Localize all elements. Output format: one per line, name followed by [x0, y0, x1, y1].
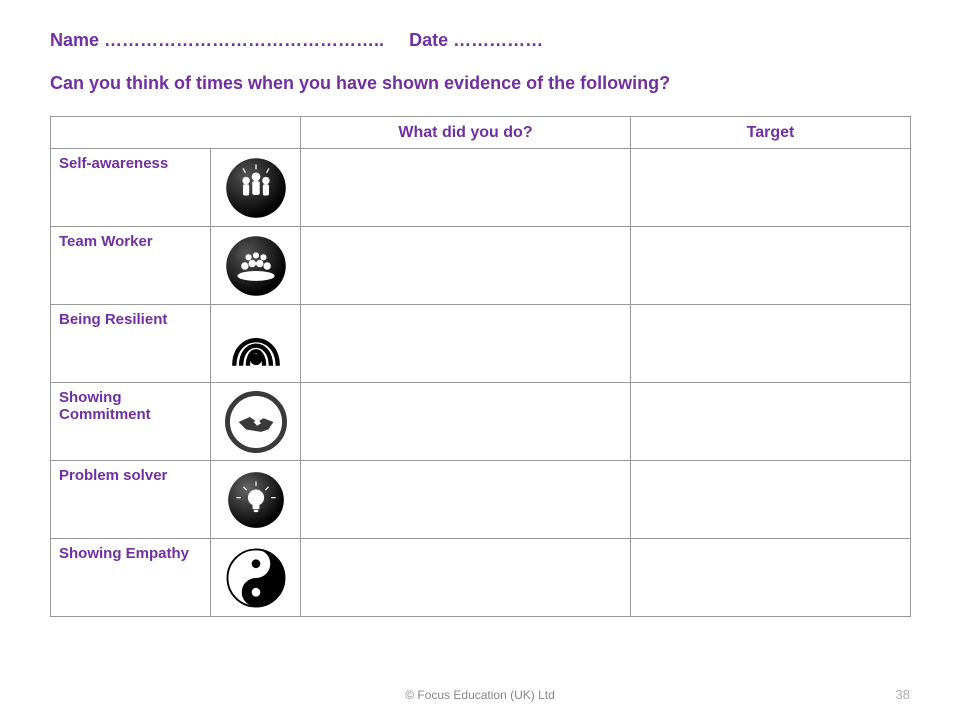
target-cell: [631, 383, 911, 461]
target-cell: [631, 227, 911, 305]
row-label: Self-awareness: [51, 149, 211, 227]
footer-copyright: © Focus Education (UK) Ltd: [0, 688, 960, 702]
question-text: Can you think of times when you have sho…: [50, 73, 910, 94]
row-label: Showing Commitment: [51, 383, 211, 461]
icon-cell: [211, 461, 301, 539]
target-cell: [631, 149, 911, 227]
lightbulb-icon: [215, 471, 296, 529]
did-cell: [301, 305, 631, 383]
name-dots: ………………………………………..: [104, 30, 384, 50]
header-did: What did you do?: [301, 117, 631, 149]
page-number: 38: [896, 687, 910, 702]
icon-cell: [211, 227, 301, 305]
yinyang-icon: [215, 547, 296, 609]
target-cell: [631, 539, 911, 617]
table-row: Showing Commitment: [51, 383, 911, 461]
row-label: Showing Empathy: [51, 539, 211, 617]
evidence-table: What did you do? Target Self-awareness: [50, 116, 911, 617]
header-target: Target: [631, 117, 911, 149]
table-row: Showing Empathy: [51, 539, 911, 617]
icon-cell: [211, 149, 301, 227]
table-header-row: What did you do? Target: [51, 117, 911, 149]
row-label: Team Worker: [51, 227, 211, 305]
table-row: Being Resilient: [51, 305, 911, 383]
header-blank: [51, 117, 301, 149]
did-cell: [301, 227, 631, 305]
table-row: Self-awareness: [51, 149, 911, 227]
name-date-line: Name ……………………………………….. Date ……………: [50, 30, 910, 51]
row-label: Problem solver: [51, 461, 211, 539]
target-cell: [631, 305, 911, 383]
table-row: Team Worker: [51, 227, 911, 305]
date-dots: ……………: [453, 30, 543, 50]
icon-cell: [211, 383, 301, 461]
people-trio-icon: [215, 157, 296, 219]
nested-arches-icon: [215, 313, 296, 375]
target-cell: [631, 461, 911, 539]
did-cell: [301, 149, 631, 227]
table-row: Problem solver: [51, 461, 911, 539]
name-label: Name: [50, 30, 99, 50]
icon-cell: [211, 305, 301, 383]
team-group-icon: [215, 235, 296, 297]
did-cell: [301, 539, 631, 617]
handshake-icon: [215, 391, 296, 453]
icon-cell: [211, 539, 301, 617]
did-cell: [301, 383, 631, 461]
did-cell: [301, 461, 631, 539]
row-label: Being Resilient: [51, 305, 211, 383]
date-label: Date: [409, 30, 448, 50]
